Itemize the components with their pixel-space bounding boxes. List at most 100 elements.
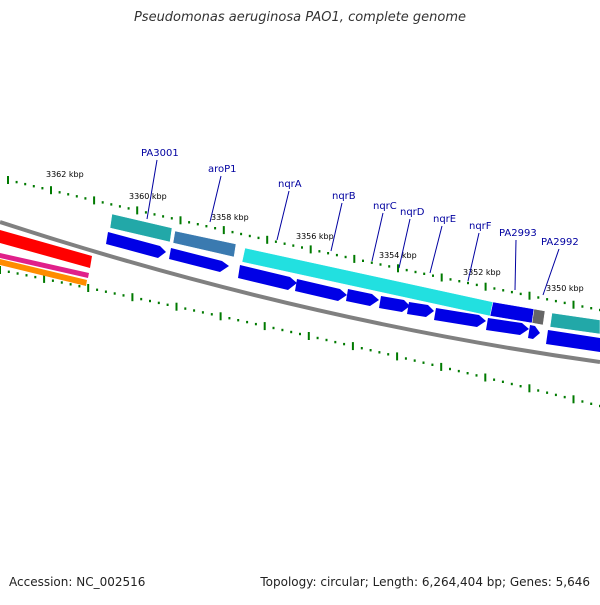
- inner-tick: [563, 395, 566, 399]
- outer-tick: [318, 250, 321, 253]
- inner-tick: [413, 359, 416, 362]
- gene-label[interactable]: nqrB: [332, 191, 356, 202]
- orange-feature: [0, 259, 87, 286]
- inner-tick: [78, 285, 81, 288]
- gene-label[interactable]: nqrE: [433, 214, 456, 225]
- outer-tick: [370, 261, 373, 264]
- outer-tick: [93, 196, 96, 205]
- outer-tick: [493, 287, 496, 290]
- outer-tick: [58, 191, 61, 194]
- outer-tick: [24, 182, 27, 186]
- inner-tick: [16, 272, 19, 275]
- cds-arrow-nqrb[interactable]: [295, 279, 347, 301]
- accession-text: Accession: NC_002516: [9, 575, 146, 589]
- inner-tick: [104, 290, 107, 293]
- genome-summary: Topology: circular; Length: 6,264,404 bp…: [260, 575, 590, 589]
- outer-tick: [475, 283, 478, 287]
- outer-tick: [362, 259, 364, 262]
- gene-label[interactable]: PA2993: [499, 228, 537, 239]
- inner-tick: [493, 378, 496, 381]
- outer-tick: [231, 230, 234, 234]
- outer-tick: [528, 291, 531, 300]
- outer-tick: [572, 300, 575, 309]
- outer-tick: [388, 265, 391, 268]
- outer-tick: [414, 270, 417, 274]
- inner-tick: [351, 342, 354, 351]
- cds-arrow-nqrc[interactable]: [346, 289, 379, 306]
- outer-tick: [292, 244, 295, 247]
- gene-block-pa2992[interactable]: [531, 308, 546, 326]
- inner-tick: [360, 347, 363, 350]
- gene-label[interactable]: PA2992: [541, 237, 579, 248]
- inner-tick: [572, 395, 575, 404]
- outer-tick: [136, 206, 139, 215]
- cds-arrow-pa2992[interactable]: [528, 325, 540, 339]
- inner-tick: [219, 312, 222, 321]
- cds-arrow-pa2993[interactable]: [486, 318, 529, 335]
- outer-tick: [581, 305, 584, 308]
- inner-tick: [396, 352, 399, 361]
- gene-label[interactable]: nqrD: [400, 207, 425, 218]
- red-feature: [0, 230, 92, 268]
- inner-tick: [440, 362, 443, 371]
- gene-block-pa3001[interactable]: [109, 213, 173, 243]
- gene-label-leader: [146, 159, 158, 220]
- inner-tick: [299, 332, 301, 336]
- inner-tick: [581, 400, 584, 403]
- cds-arrow-nqrd[interactable]: [379, 296, 410, 312]
- outer-tick: [50, 186, 52, 195]
- cds-arrow-pa3001[interactable]: [106, 232, 166, 258]
- inner-tick: [519, 385, 522, 388]
- outer-tick: [353, 254, 356, 263]
- inner-tick: [475, 374, 478, 377]
- outer-tick: [546, 298, 549, 301]
- outer-tick: [205, 225, 208, 228]
- gene-label[interactable]: nqrA: [278, 179, 302, 190]
- outer-tick: [32, 185, 35, 188]
- gene-label-leader: [542, 248, 560, 296]
- inner-tick: [210, 313, 213, 316]
- gene-label[interactable]: nqrC: [373, 201, 397, 212]
- cds-arrow-nqrf[interactable]: [434, 308, 486, 327]
- inner-tick: [246, 320, 249, 324]
- outer-tick: [344, 255, 347, 259]
- outer-tick: [162, 215, 165, 218]
- inner-tick: [87, 284, 90, 292]
- outer-tick: [188, 221, 191, 224]
- cds-arrow-nqra[interactable]: [238, 265, 297, 290]
- gene-label[interactable]: PA3001: [141, 148, 179, 159]
- backbone: [0, 220, 600, 364]
- inner-tick: [554, 393, 557, 397]
- inner-tick: [175, 302, 178, 311]
- inner-tick: [431, 363, 434, 366]
- gene-block-arop1[interactable]: [172, 230, 237, 258]
- outer-tick: [118, 205, 121, 208]
- outer-tick: [432, 274, 434, 277]
- inner-tick: [484, 373, 487, 382]
- inner-tick: [193, 309, 196, 312]
- inner-tick: [140, 297, 143, 301]
- inner-tick: [25, 274, 28, 277]
- outer-tick: [179, 216, 182, 225]
- gene-label-leader: [429, 225, 443, 274]
- inner-tick: [387, 353, 390, 356]
- outer-tick: [240, 232, 243, 236]
- cds-arrow-nqre[interactable]: [407, 302, 434, 317]
- left-features: [0, 230, 92, 286]
- gene-label-leader: [514, 239, 517, 291]
- outer-tick: [41, 187, 44, 190]
- gene-block-right-edge[interactable]: [549, 312, 600, 335]
- outer-tick: [397, 264, 399, 273]
- inner-tick: [113, 292, 116, 295]
- outer-tick: [554, 299, 557, 303]
- cds-arrows: [106, 232, 600, 352]
- inner-tick: [343, 342, 346, 346]
- outer-tick: [467, 281, 469, 285]
- gene-label-leader: [276, 190, 290, 241]
- cds-arrow-right-edge[interactable]: [546, 330, 600, 352]
- outer-tick: [519, 292, 522, 296]
- gene-label[interactable]: aroP1: [208, 164, 237, 175]
- gene-label[interactable]: nqrF: [469, 221, 492, 232]
- gene-blocks: [109, 213, 600, 335]
- cds-arrow-arop1[interactable]: [169, 248, 229, 272]
